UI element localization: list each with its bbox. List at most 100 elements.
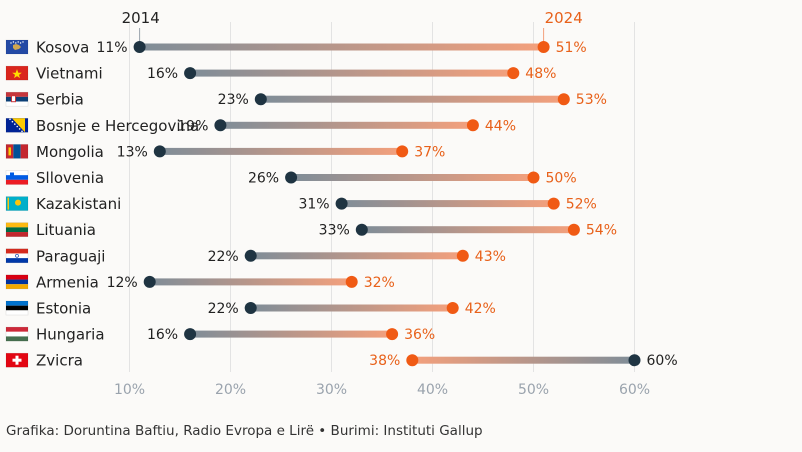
country-label: Serbia [36, 91, 84, 109]
value-2014-label: 26% [248, 171, 279, 187]
value-2014-label: 13% [117, 144, 148, 160]
kosovo-flag-icon [5, 39, 29, 55]
dot-2024 [406, 354, 419, 367]
value-2024-label: 37% [414, 144, 445, 160]
country-label: Armenia [36, 273, 99, 291]
year-headers: 2014 2024 [122, 9, 583, 47]
x-tick-label: 30% [316, 382, 347, 398]
lithuania-flag-icon [5, 222, 29, 237]
row-kosova: Kosova 11% 51% [5, 39, 587, 57]
x-tick-label: 50% [518, 382, 549, 398]
country-label: Estonia [36, 300, 91, 318]
row-serbia: Serbia 23% 53% [5, 91, 607, 109]
country-label: Paraguaji [36, 247, 105, 265]
dot-2014 [184, 67, 197, 80]
row-hungaria: Hungaria 16% 36% [5, 326, 435, 344]
dot-2024 [386, 328, 399, 341]
value-2014-label: 22% [208, 249, 239, 265]
row-lituania: Lituania 33% 54% [5, 221, 617, 239]
dumbbell-bar [220, 121, 473, 129]
country-label: Bosnje e Hercegovina [36, 117, 199, 135]
country-label: Zvicra [36, 352, 83, 370]
value-2024-label: 50% [546, 171, 577, 187]
dot-2014 [133, 41, 146, 53]
dot-2024 [547, 197, 560, 210]
dot-2014 [184, 328, 197, 341]
hungary-flag-icon [5, 326, 29, 342]
vietnam-flag-icon [5, 65, 29, 81]
dumbbell-bar [159, 147, 403, 155]
bosnia-flag-icon [5, 118, 29, 133]
value-2014-label: 19% [177, 118, 208, 134]
dumbbell-bar [260, 95, 564, 103]
country-label: Mongolia [36, 143, 104, 161]
gridlines [129, 22, 635, 372]
credit-line: Grafika: Doruntina Baftiu, Radio Evropa … [6, 423, 483, 439]
value-2024-label: 54% [586, 223, 617, 239]
dumbbell-bar [190, 330, 393, 338]
chart-rows: Kosova 11% 51% Vietnami 16% 48% Serbia 23% 53% Bo… [5, 39, 678, 370]
row-armenia: Armenia 12% 32% [5, 273, 395, 291]
row-vietnami: Vietnami 16% 48% [5, 65, 556, 83]
slovenia-flag-icon [5, 170, 29, 185]
value-2014-label: 16% [147, 66, 178, 82]
dumbbell-bar [341, 200, 554, 208]
dot-2014 [244, 249, 257, 262]
dot-2014 [153, 145, 166, 158]
dumbbell-bar [149, 278, 352, 286]
dumbbell-bar [291, 174, 534, 181]
row-sllovenia: Sllovenia 26% 50% [5, 169, 577, 187]
dumbbell-bar [412, 356, 635, 364]
value-2014-label: 16% [147, 327, 178, 343]
value-2024-label: 42% [465, 301, 496, 317]
value-2014-label: 23% [218, 92, 249, 108]
value-2014-label: 31% [298, 197, 329, 213]
value-2024-label: 38% [369, 353, 400, 369]
dot-2014 [254, 93, 267, 106]
x-tick-label: 40% [417, 382, 448, 398]
value-2024-label: 44% [485, 118, 516, 134]
dot-2014 [335, 197, 348, 210]
row-estonia: Estonia 22% 42% [5, 300, 496, 318]
dumbbell-bar [139, 43, 544, 51]
row-kazakistani: Kazakistani 31% 52% [5, 195, 597, 213]
dot-2024 [527, 171, 540, 184]
country-label: Vietnami [36, 65, 103, 83]
dot-2014 [244, 302, 257, 314]
country-label: Sllovenia [36, 169, 104, 187]
dot-2014 [143, 275, 156, 288]
dumbbell-bar [250, 252, 463, 260]
value-2024-label: 43% [475, 249, 506, 265]
value-2024-label: 48% [525, 66, 556, 82]
dumbbell-bar [361, 226, 574, 234]
row-zvicra: Zvicra 38% 60% [5, 352, 678, 370]
switzerland-flag-icon [5, 352, 29, 368]
row-mongolia: Mongolia 13% 37% [5, 143, 445, 161]
estonia-flag-icon [5, 300, 29, 316]
serbia-flag-icon [5, 91, 29, 107]
country-label: Kazakistani [36, 195, 121, 213]
header-2014: 2014 [122, 9, 160, 27]
dot-2024 [456, 249, 469, 262]
dot-2014 [285, 171, 298, 184]
armenia-flag-icon [5, 274, 29, 290]
value-2014-label: 33% [319, 223, 350, 239]
value-2024-label: 36% [404, 327, 435, 343]
country-label: Hungaria [36, 326, 105, 344]
value-2024-label: 32% [364, 275, 395, 291]
dot-2024 [507, 67, 520, 80]
value-2014-label: 11% [96, 40, 127, 56]
dot-2024 [466, 119, 479, 132]
country-label: Kosova [36, 39, 89, 57]
country-label: Lituania [36, 221, 96, 239]
row-paraguaji: Paraguaji 22% 43% [5, 247, 506, 265]
x-tick-label: 60% [619, 382, 650, 398]
x-tick-label: 20% [215, 382, 246, 398]
mongolia-flag-icon [5, 144, 29, 159]
paraguay-flag-icon [5, 248, 29, 264]
dot-2024 [396, 145, 409, 158]
kazakhstan-flag-icon [5, 196, 29, 211]
value-2024-label: 51% [556, 40, 587, 56]
